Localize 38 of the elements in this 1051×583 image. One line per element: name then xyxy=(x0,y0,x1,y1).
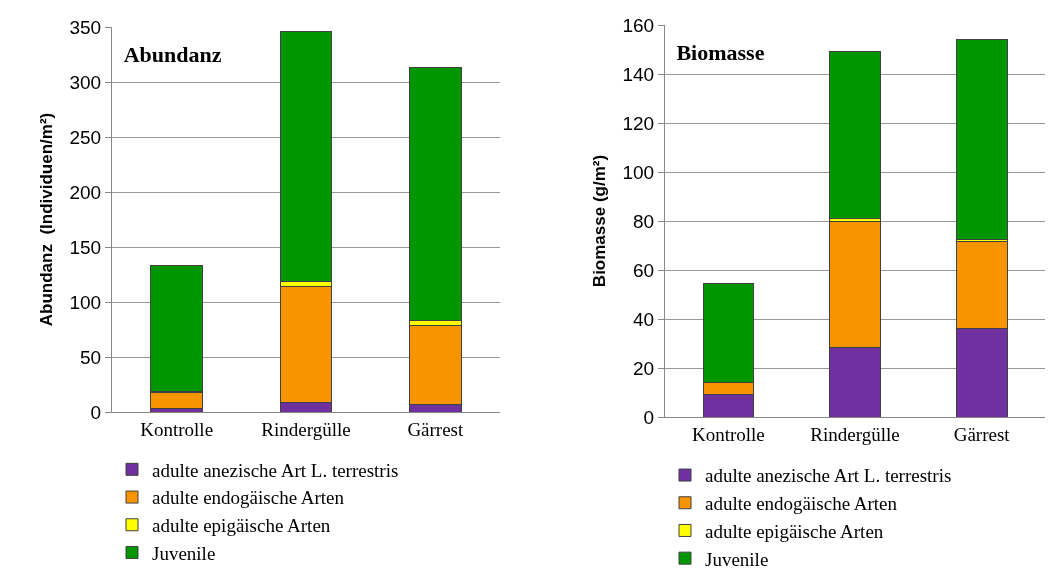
x-tick-label: Kontrolle xyxy=(691,423,765,445)
y-tick-label: 200 xyxy=(69,181,102,203)
y-tick-label: 20 xyxy=(633,357,655,379)
bar xyxy=(408,67,462,322)
text: Biomasse xyxy=(676,40,765,65)
y-axis-title: Biomasse (g/m²) xyxy=(590,154,610,288)
legend-label: Juvenile xyxy=(152,542,216,564)
legend-label: adulte endogäische Arten xyxy=(152,487,345,509)
x-tick-label: Kontrolle xyxy=(140,418,214,440)
legend-label: adulte anezische Art L. terrestris xyxy=(705,465,952,487)
y-tick-label: 0 xyxy=(643,406,655,428)
legend-label: adulte epigäische Arten xyxy=(705,520,884,542)
x-tick-label: Rindergülle xyxy=(810,423,900,445)
y-tick-label: 60 xyxy=(633,259,655,281)
x-tick-label: Gärrest xyxy=(407,418,464,440)
y-tick-label: 100 xyxy=(622,161,655,183)
y-tick-label: 150 xyxy=(69,236,102,258)
bar xyxy=(829,51,881,220)
bar xyxy=(955,39,1008,240)
legend-label: adulte endogäische Arten xyxy=(705,493,898,515)
legend-label: adulte anezische Art L. terrestris xyxy=(152,459,399,481)
y-tick-label: 350 xyxy=(69,16,102,38)
y-tick-label: 40 xyxy=(633,308,655,330)
y-tick-label: 140 xyxy=(622,63,655,85)
y-axis-title: Abundanz (Individuen/m²) xyxy=(37,112,57,327)
y-tick-label: 80 xyxy=(633,210,655,232)
legend-label: Juvenile xyxy=(705,548,769,570)
y-tick-label: 100 xyxy=(69,291,102,313)
y-tick-label: 300 xyxy=(69,71,102,93)
y-tick-label: 250 xyxy=(69,126,102,148)
x-tick-label: Gärrest xyxy=(953,423,1011,445)
legend-label: adulte epigäische Arten xyxy=(152,515,331,537)
text: Abundanz xyxy=(123,41,222,67)
x-tick-label: Rindergülle xyxy=(261,418,351,440)
y-tick-label: 50 xyxy=(80,346,102,368)
y-tick-label: 0 xyxy=(90,401,102,423)
y-tick-label: 120 xyxy=(622,112,655,134)
y-tick-label: 160 xyxy=(622,14,655,36)
